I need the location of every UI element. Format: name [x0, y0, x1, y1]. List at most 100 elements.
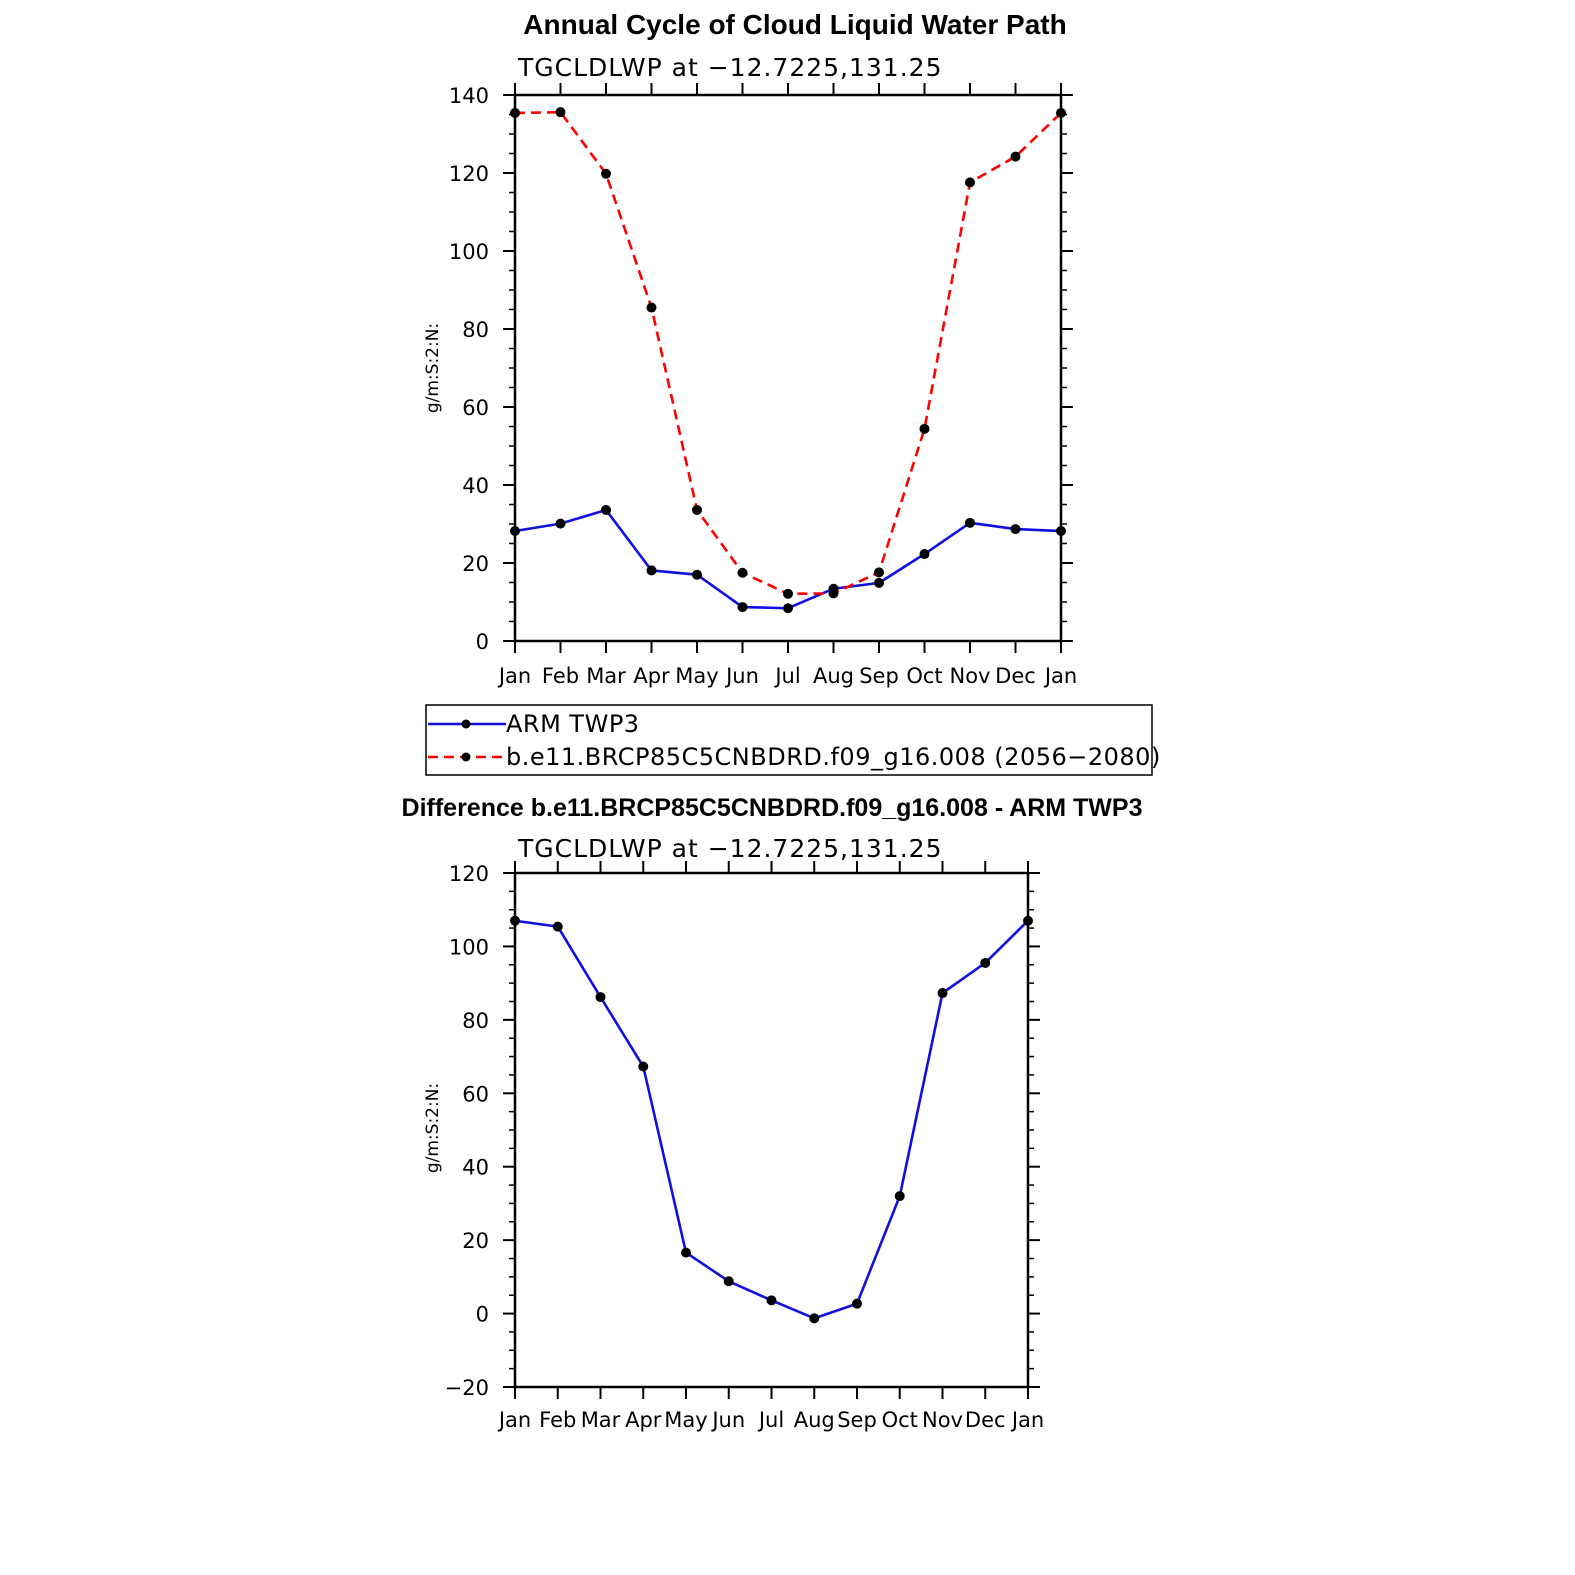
- x-tick-label: Jan: [497, 1408, 531, 1432]
- data-point: [510, 107, 520, 118]
- data-point: [1056, 526, 1066, 537]
- x-tick-label: Nov: [922, 1408, 963, 1432]
- plot-frame: [513, 871, 1030, 1389]
- x-tick-label: Jul: [773, 664, 800, 688]
- chart-title: Annual Cycle of Cloud Liquid Water Path: [523, 9, 1066, 40]
- data-point: [510, 915, 520, 926]
- data-point: [1023, 915, 1033, 926]
- legend-model-label: b.e11.BRCP85C5CNBDRD.f09_g16.008 (2056−2…: [506, 743, 1161, 771]
- x-tick-label: Oct: [906, 664, 942, 688]
- x-tick-label: Dec: [965, 1408, 1006, 1432]
- x-tick-label: Jul: [757, 1408, 784, 1432]
- series-line-0: [514, 919, 1029, 1320]
- y-tick-label: 40: [462, 1156, 489, 1180]
- data-point: [692, 504, 702, 515]
- data-point: [646, 302, 657, 313]
- x-tick-label: Jan: [1010, 1408, 1044, 1432]
- legend-obs-label: ARM TWP3: [506, 710, 640, 738]
- data-point: [646, 565, 657, 576]
- y-tick-label: 120: [449, 162, 489, 186]
- data-point: [555, 518, 566, 529]
- data-point: [894, 1191, 905, 1202]
- data-point: [965, 517, 975, 528]
- legend: ARM TWP3 b.e11.BRCP85C5CNBDRD.f09_g16.00…: [425, 704, 1161, 776]
- data-point: [766, 1295, 777, 1306]
- data-point: [809, 1313, 820, 1324]
- data-point: [874, 577, 884, 588]
- data-point: [737, 567, 748, 578]
- y-axis-label: g/m:S:2:N:: [423, 323, 443, 413]
- data-point: [737, 602, 748, 613]
- x-tick-label: Jun: [710, 1408, 745, 1432]
- y-tick-label: 120: [449, 862, 489, 886]
- data-point: [1010, 151, 1021, 162]
- x-tick-label: May: [664, 1408, 707, 1432]
- data-point: [852, 1298, 862, 1309]
- x-tick-label: Mar: [581, 1408, 621, 1432]
- x-tick-label: Nov: [950, 664, 991, 688]
- x-tick-label: Jan: [1043, 664, 1077, 688]
- legend-model-marker: [461, 752, 471, 762]
- y-tick-label: −20: [445, 1376, 489, 1400]
- series-layer: [510, 915, 1033, 1324]
- chart-subtitle: TGCLDLWP at −12.7225,131.25: [517, 53, 942, 82]
- chart-subtitle: TGCLDLWP at −12.7225,131.25: [517, 834, 942, 863]
- x-tick-label: May: [675, 664, 718, 688]
- y-tick-label: 20: [462, 552, 489, 576]
- data-point: [1010, 524, 1021, 535]
- data-point: [601, 168, 611, 179]
- y-tick-label: 100: [449, 240, 489, 264]
- annual-cycle-chart: Annual Cycle of Cloud Liquid Water Path …: [423, 9, 1077, 688]
- x-tick-label: Feb: [539, 1408, 576, 1432]
- legend-obs-marker: [461, 719, 471, 729]
- data-point: [595, 992, 606, 1003]
- y-tick-label: 60: [462, 396, 489, 420]
- x-tick-label: Jun: [724, 664, 759, 688]
- data-point: [681, 1247, 691, 1258]
- legend-box: [425, 704, 1153, 776]
- data-point: [919, 549, 930, 560]
- chart-title: Difference b.e11.BRCP85C5CNBDRD.f09_g16.…: [402, 794, 1143, 822]
- y-tick-label: 20: [462, 1229, 489, 1253]
- y-tick-label: 80: [462, 318, 489, 342]
- data-point: [980, 957, 991, 968]
- difference-chart: Difference b.e11.BRCP85C5CNBDRD.f09_g16.…: [402, 794, 1143, 1432]
- y-axis-label: g/m:S:2:N:: [423, 1083, 443, 1173]
- x-tick-label: Sep: [859, 664, 899, 688]
- series-layer: [510, 107, 1066, 614]
- data-point: [555, 107, 566, 118]
- x-tick-label: Mar: [586, 664, 626, 688]
- data-point: [919, 423, 930, 434]
- x-tick-label: Feb: [542, 664, 579, 688]
- data-point: [874, 567, 884, 578]
- axes: Jan Feb Mar Apr May Jun Jul Aug Sep Oct Nov Dec Jan−…: [445, 861, 1044, 1432]
- data-point: [965, 177, 975, 188]
- x-tick-label: Jan: [497, 664, 531, 688]
- y-tick-label: 0: [476, 1303, 489, 1327]
- x-tick-label: Dec: [995, 664, 1036, 688]
- data-point: [692, 569, 702, 580]
- y-tick-label: 100: [449, 935, 489, 959]
- axes: Jan Feb Mar Apr May Jun Jul Aug Sep Oct Nov Dec Jan 0…: [449, 83, 1077, 688]
- x-tick-label: Aug: [794, 1408, 835, 1432]
- data-point: [638, 1061, 649, 1072]
- y-tick-label: 80: [462, 1009, 489, 1033]
- data-point: [783, 603, 793, 614]
- data-point: [1056, 107, 1066, 118]
- x-tick-label: Aug: [813, 664, 854, 688]
- x-tick-label: Apr: [633, 664, 670, 688]
- y-tick-label: 140: [449, 84, 489, 108]
- series-line-1: [514, 110, 1062, 596]
- data-point: [783, 588, 793, 599]
- y-tick-label: 60: [462, 1082, 489, 1106]
- data-point: [937, 988, 948, 999]
- data-point: [723, 1276, 734, 1287]
- data-point: [601, 504, 611, 515]
- x-tick-label: Sep: [837, 1408, 877, 1432]
- data-point: [510, 526, 520, 537]
- y-tick-label: 0: [476, 630, 489, 654]
- x-tick-label: Apr: [625, 1408, 662, 1432]
- data-point: [552, 921, 563, 932]
- y-tick-label: 40: [462, 474, 489, 498]
